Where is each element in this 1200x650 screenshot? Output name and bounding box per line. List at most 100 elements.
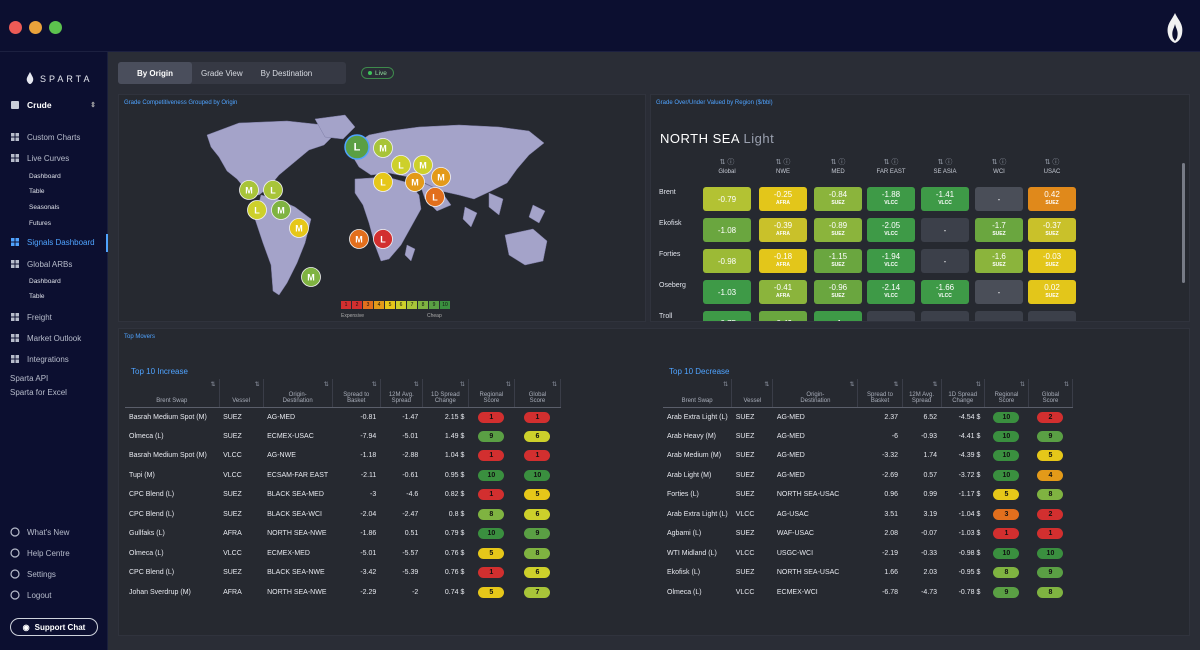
grade-marker[interactable]: L [344, 134, 370, 160]
sidebar-item-table[interactable]: Table [29, 293, 125, 300]
grade-marker[interactable]: L [247, 200, 267, 220]
sort-info-icon[interactable]: ⇅ ⓘ [830, 159, 846, 166]
heatmap-cell[interactable]: -1.08 [703, 218, 751, 242]
grade-marker[interactable]: M [271, 200, 291, 220]
grade-marker[interactable]: L [391, 155, 411, 175]
heatmap-cell[interactable]: 0.42 SUEZ [1028, 187, 1076, 211]
heatmap-cell[interactable]: -0.84 SUEZ [814, 187, 862, 211]
heatmap-cell[interactable]: -0.75 [703, 311, 751, 321]
table-row[interactable]: CPC Blend (L) SUEZ BLACK SEA-WCI -2.04 -2.47… [125, 505, 561, 525]
sidebar-item-global-arbs[interactable]: Global ARBs [10, 259, 106, 269]
column-header[interactable]: ⇅ 1D Spread Change [941, 379, 985, 408]
column-header[interactable]: ⇅ Regional Score [468, 379, 515, 408]
table-row[interactable]: Agbami (L) SUEZ WAF-USAC 2.08 -0.07 -1.03 $ 1 1 [663, 524, 1073, 544]
table-row[interactable]: CPC Blend (L) SUEZ BLACK SEA-MED -3 -4.6 0.82… [125, 485, 561, 505]
sidebar-item-signals-dashboard[interactable]: Signals Dashboard [10, 237, 106, 247]
sort-info-icon[interactable]: ⇅ ⓘ [937, 159, 953, 166]
sidebar-item-sparta-for-excel[interactable]: Sparta for Excel [10, 388, 106, 397]
table-row[interactable]: Olmeca (L) VLCC ECMEX-MED -5.01 -5.57 0.76 $ 5… [125, 544, 561, 564]
support-chat-button[interactable]: ◉ Support Chat [10, 618, 98, 636]
column-header[interactable]: ⇅ Origin- Destination [772, 379, 859, 408]
tab-by-destination[interactable]: By Destination [260, 68, 313, 78]
maximize-window-icon[interactable] [49, 21, 62, 34]
column-header[interactable]: ⇅ Brent Swap [125, 379, 220, 408]
tab-by-origin[interactable]: By Origin [118, 62, 192, 84]
heatmap-cell[interactable]: - [975, 280, 1023, 304]
heatmap-cell[interactable]: -1 [814, 311, 862, 321]
heatmap-cell[interactable]: -2.14 VLCC [867, 280, 915, 304]
table-row[interactable]: Olmeca (L) SUEZ ECMEX-USAC -7.94 -5.01 1.49 $… [125, 427, 561, 447]
heatmap-cell[interactable]: -1.7 SUEZ [975, 218, 1023, 242]
heatmap-cell[interactable]: -0.25 AFRA [759, 187, 807, 211]
grade-marker[interactable]: M [373, 138, 393, 158]
heatmap-cell[interactable]: -0.37 SUEZ [1028, 218, 1076, 242]
tab-grade-view[interactable]: Grade View [201, 68, 243, 78]
heatmap-cell[interactable]: -1.94 VLCC [867, 249, 915, 273]
sidebar-item-live-curves[interactable]: Live Curves [10, 153, 106, 163]
table-row[interactable]: Tupi (M) VLCC ECSAM-FAR EAST -2.11 -0.61 0.95… [125, 466, 561, 486]
sort-info-icon[interactable]: ⇅ ⓘ [991, 159, 1007, 166]
heatmap-cell[interactable]: -0.98 [703, 249, 751, 273]
sort-info-icon[interactable]: ⇅ ⓘ [883, 159, 899, 166]
minimize-window-icon[interactable] [29, 21, 42, 34]
table-row[interactable]: Arab Extra Light (L) VLCC AG-USAC 3.51 3.19 -… [663, 505, 1073, 525]
heatmap-cell[interactable]: - [921, 218, 969, 242]
table-row[interactable]: Arab Heavy (M) SUEZ AG-MED -6 -0.93 -4.41 $ 10… [663, 427, 1073, 447]
column-header[interactable]: ⇅ Spread to Basket [332, 379, 381, 408]
heatmap-cell[interactable]: -2.05 VLCC [867, 218, 915, 242]
heatmap-cell[interactable] [1028, 311, 1076, 321]
grade-marker[interactable]: M [431, 167, 451, 187]
heatmap-cell[interactable]: -0.03 SUEZ [1028, 249, 1076, 273]
grade-marker[interactable]: L [263, 180, 283, 200]
grade-marker[interactable]: L [373, 229, 393, 249]
table-row[interactable]: Basrah Medium Spot (M) VLCC AG-NWE -1.18 -2.… [125, 446, 561, 466]
heatmap-cell[interactable]: -1.15 SUEZ [814, 249, 862, 273]
sidebar-item-table[interactable]: Table [29, 188, 125, 195]
sidebar-item-dashboard[interactable]: Dashboard [29, 173, 125, 180]
table-row[interactable]: Johan Sverdrup (M) AFRA NORTH SEA-NWE -2.29… [125, 583, 561, 603]
table-row[interactable]: Ekofisk (L) SUEZ NORTH SEA-USAC 1.66 2.03 -0.… [663, 563, 1073, 583]
sidebar-item-seasonals[interactable]: Seasonals [29, 204, 125, 211]
column-header[interactable]: ⇅ Vessel [731, 379, 774, 408]
column-header[interactable]: ⇅ 12M Avg. Spread [902, 379, 942, 408]
heatmap-scrollbar[interactable] [1182, 163, 1185, 283]
heatmap-cell[interactable] [921, 311, 969, 321]
table-row[interactable]: WTI Midland (L) VLCC USGC-WCI -2.19 -0.33 -0.… [663, 544, 1073, 564]
column-header[interactable]: ⇅ Global Score [514, 379, 562, 408]
heatmap-cell[interactable]: -1.41 VLCC [921, 187, 969, 211]
sidebar-item-freight[interactable]: Freight [10, 312, 106, 322]
heatmap-cell[interactable]: -0.49 [759, 311, 807, 321]
grade-marker[interactable]: M [239, 180, 259, 200]
table-row[interactable]: Forties (L) SUEZ NORTH SEA-USAC 0.96 0.99 -1.… [663, 485, 1073, 505]
sidebar-item-dashboard[interactable]: Dashboard [29, 278, 125, 285]
heatmap-cell[interactable] [867, 311, 915, 321]
table-row[interactable]: Arab Medium (M) SUEZ AG-MED -3.32 1.74 -4.39 … [663, 446, 1073, 466]
sidebar-item-custom-charts[interactable]: Custom Charts [10, 132, 106, 142]
column-header[interactable]: ⇅ Vessel [219, 379, 264, 408]
sidebar-item-futures[interactable]: Futures [29, 220, 125, 227]
grade-marker[interactable]: M [289, 218, 309, 238]
column-header[interactable]: ⇅ Regional Score [984, 379, 1029, 408]
close-window-icon[interactable] [9, 21, 22, 34]
heatmap-cell[interactable]: -1.6 SUEZ [975, 249, 1023, 273]
grade-marker[interactable]: L [425, 187, 445, 207]
sort-info-icon[interactable]: ⇅ ⓘ [1044, 159, 1060, 166]
grade-marker[interactable]: L [373, 172, 393, 192]
sort-info-icon[interactable]: ⇅ ⓘ [775, 159, 791, 166]
table-row[interactable]: Olmeca (L) VLCC ECMEX-WCI -6.78 -4.73 -0.78 $… [663, 583, 1073, 603]
heatmap-cell[interactable]: -1.88 VLCC [867, 187, 915, 211]
sidebar-item-market-outlook[interactable]: Market Outlook [10, 333, 106, 343]
heatmap-cell[interactable]: -0.79 [703, 187, 751, 211]
table-row[interactable]: CPC Blend (L) SUEZ BLACK SEA-NWE -3.42 -5.39… [125, 563, 561, 583]
grade-marker[interactable]: M [405, 172, 425, 192]
table-row[interactable]: Arab Light (M) SUEZ AG-MED -2.69 0.57 -3.72 $… [663, 466, 1073, 486]
sidebar-item-logout[interactable]: Logout [10, 590, 106, 600]
column-header[interactable]: ⇅ Global Score [1028, 379, 1074, 408]
grade-marker[interactable]: M [413, 155, 433, 175]
heatmap-cell[interactable]: -1.66 VLCC [921, 280, 969, 304]
heatmap-cell[interactable]: -1.03 [703, 280, 751, 304]
sidebar-item-sparta-api[interactable]: Sparta API [10, 374, 106, 383]
column-header[interactable]: ⇅ Spread to Basket [857, 379, 903, 408]
sidebar-item-help-centre[interactable]: Help Centre [10, 548, 106, 558]
